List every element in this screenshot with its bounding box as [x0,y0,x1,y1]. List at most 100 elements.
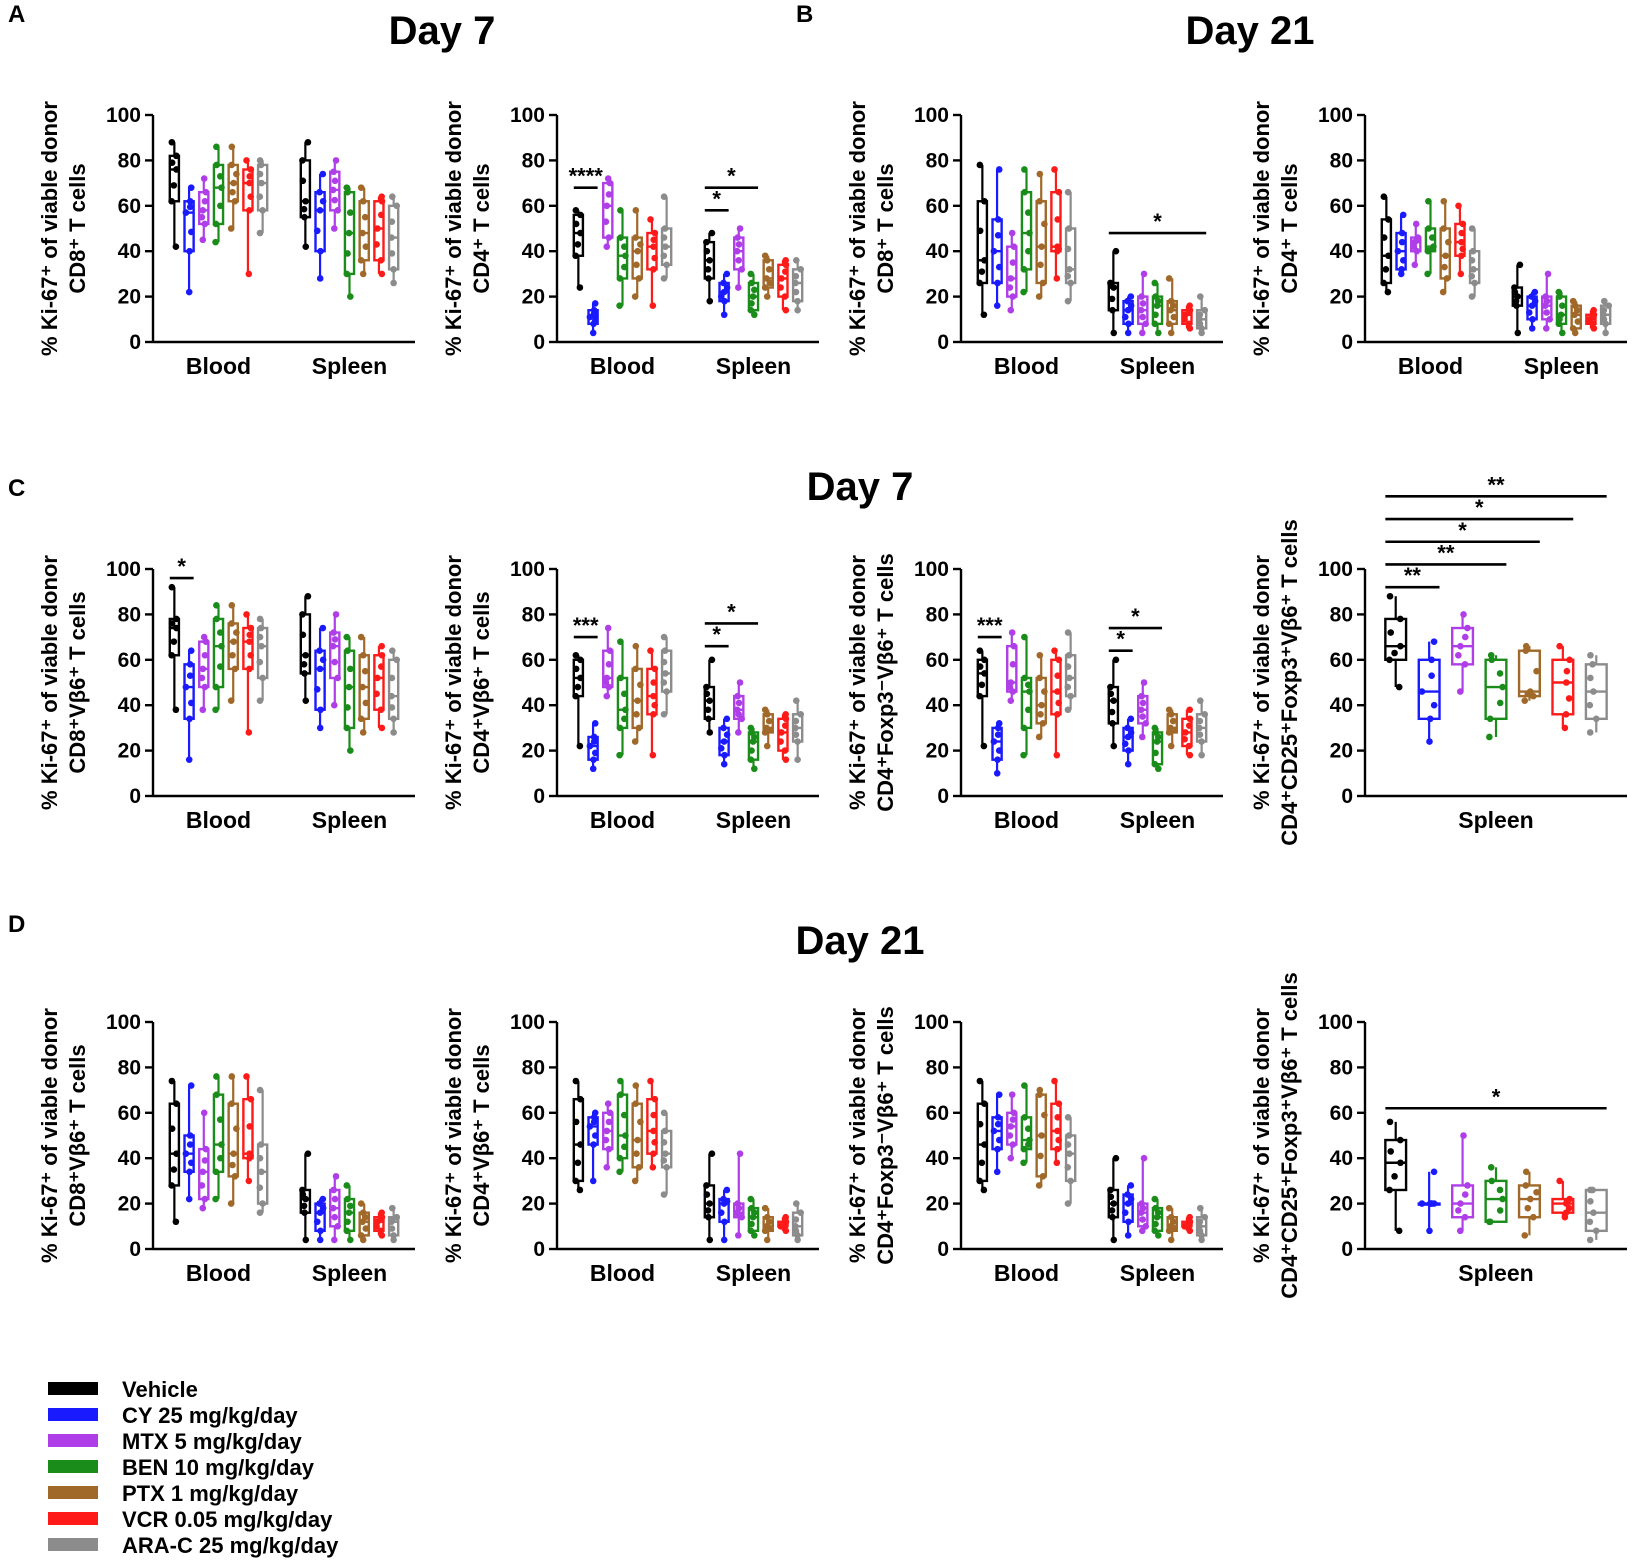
data-point [1531,297,1539,305]
data-point [1124,724,1131,732]
data-point [1586,729,1594,736]
data-point [245,270,253,278]
data-point [1010,642,1018,650]
data-point [1398,229,1406,237]
panel-label-a: A [8,1,25,28]
data-point [359,229,366,237]
data-point [1165,706,1173,714]
data-point [1531,288,1539,296]
data-point [1041,1111,1048,1119]
data-point [995,747,1003,754]
box-6-1 [387,1204,401,1244]
box-6-1 [791,256,805,314]
data-point [976,161,984,169]
data-point [589,765,597,773]
data-point [172,706,180,714]
legend-label-ben: BEN 10 mg/kg/day [122,1455,315,1480]
data-point [1589,661,1596,668]
box-5-1 [777,710,790,763]
data-point [1387,1148,1395,1155]
data-point [213,602,220,609]
data-point [751,1232,758,1239]
box-6-0 [256,1086,269,1216]
data-point [229,188,236,196]
y-tick-label: 20 [926,740,949,763]
data-point [388,647,396,655]
data-point [1380,279,1387,287]
data-point [330,701,338,709]
data-point [723,1186,731,1194]
data-point [378,642,385,650]
box-0-0 [168,583,181,714]
data-point [1152,749,1159,757]
box-2-1 [733,1150,746,1239]
data-point [647,216,654,223]
data-point [228,620,235,627]
data-point [1140,1154,1148,1162]
data-point [994,216,1002,223]
data-point [660,234,668,241]
data-point [345,229,353,237]
data-point [577,211,584,219]
data-point [316,1236,324,1244]
data-point [747,724,755,732]
data-point [723,284,731,291]
data-point [720,279,727,287]
y-tick-label: 40 [926,240,949,263]
data-point [299,1186,306,1194]
data-point [663,1163,670,1171]
data-point [199,236,207,244]
data-point [359,651,367,659]
data-point [1107,1186,1114,1194]
data-point [1514,329,1522,337]
data-point [302,243,310,250]
data-point [981,256,988,264]
box-0-0 [572,1077,585,1194]
data-point [1385,252,1392,260]
data-point [1127,1182,1135,1189]
y-tick-label: 100 [510,558,545,581]
box-5-1 [1585,306,1598,332]
data-point [1384,288,1392,296]
data-point [299,157,306,164]
data-point [617,234,624,241]
data-point [1051,647,1058,655]
data-point [230,179,237,187]
data-point [213,615,220,623]
data-point [792,717,800,725]
data-point [1054,243,1061,250]
data-point [733,706,741,714]
data-point [586,742,594,750]
box-3-1 [1151,724,1164,773]
data-point [1051,1077,1058,1085]
data-point [747,1195,755,1203]
data-point [738,266,746,273]
data-point [577,656,584,664]
data-point [1424,270,1431,278]
data-point [343,184,351,191]
data-point [980,311,988,319]
data-point [230,1150,237,1157]
y-tick-label: 40 [118,1147,141,1170]
data-point [246,179,253,187]
data-point [233,1125,240,1132]
data-point [1065,1132,1073,1139]
data-point [604,175,612,182]
data-point [198,213,206,221]
data-point [994,1114,1002,1121]
data-point [751,311,758,319]
data-point [1430,701,1438,709]
data-point [1460,1132,1467,1139]
data-point [1124,329,1132,337]
data-point [1064,245,1072,253]
data-point [1055,656,1063,664]
data-point [213,161,220,169]
data-point [1185,742,1193,750]
data-point [168,651,175,659]
box-3-0 [1020,633,1033,759]
box-2-1 [1541,270,1554,332]
box-6-1 [791,697,805,763]
box-0-0 [1384,592,1408,691]
data-point [316,665,324,673]
data-point [213,1073,220,1080]
